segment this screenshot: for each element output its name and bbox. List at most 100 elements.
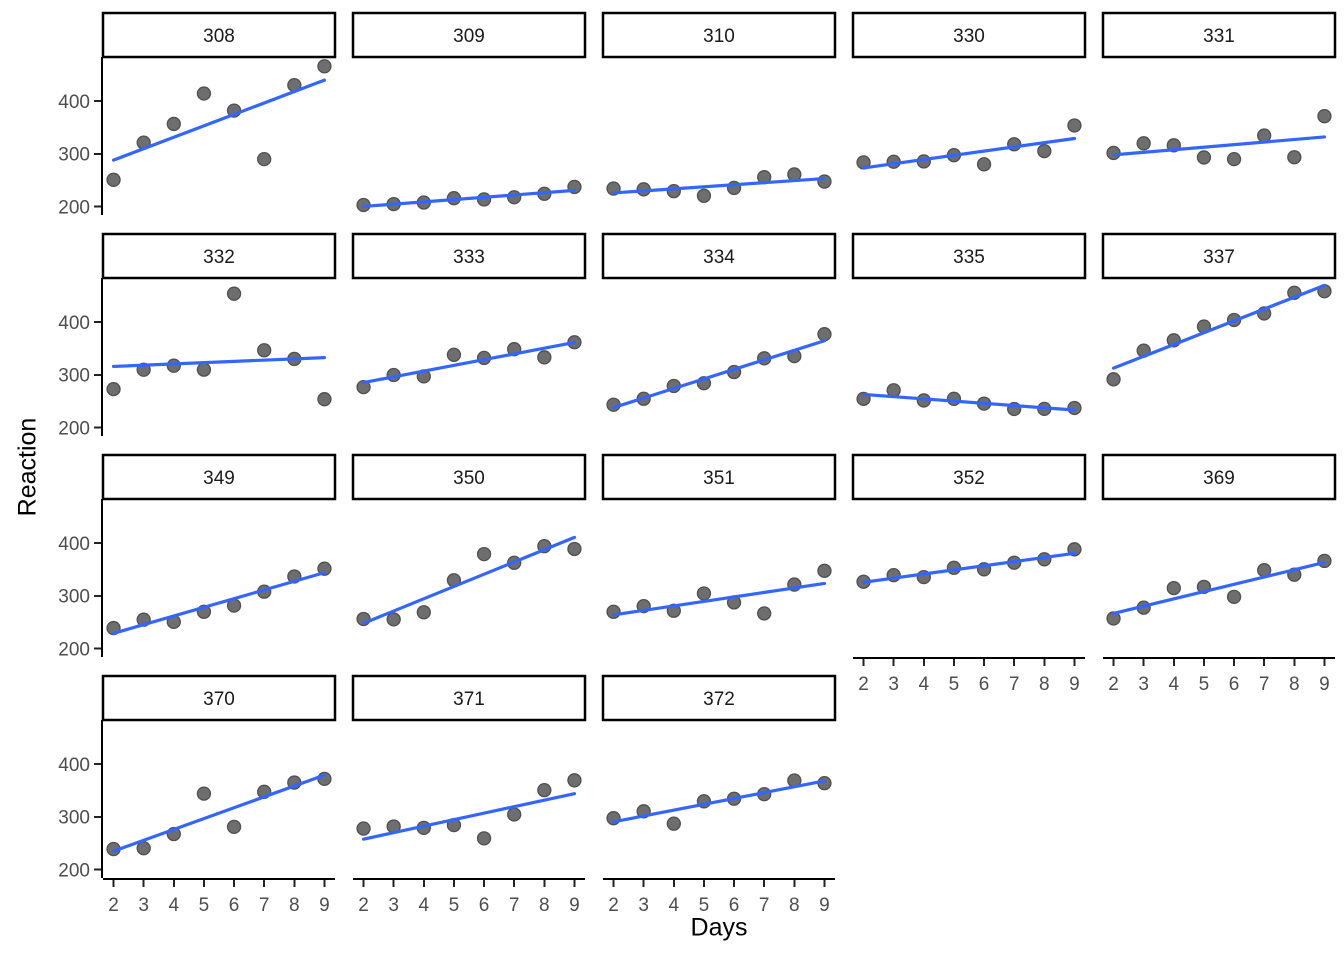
y-tick-label: 300 <box>58 366 90 387</box>
facet-strip-label: 308 <box>203 26 235 47</box>
data-point <box>136 841 151 856</box>
facet-369: 369 2 3 4 5 6 7 8 9 <box>1101 453 1337 695</box>
facet-strip-label: 351 <box>703 468 735 489</box>
facet-strip-label: 332 <box>203 247 235 268</box>
facet-strip <box>851 453 1087 501</box>
facet-332: 332 200 300 400 <box>58 232 337 439</box>
data-point <box>946 391 962 406</box>
regression-line <box>1111 283 1327 370</box>
y-tick-label: 200 <box>58 639 90 660</box>
facet-309: 309 <box>351 11 587 213</box>
x-tick-label: 9 <box>1319 674 1330 695</box>
facet-strip <box>101 232 337 280</box>
facet-352: 352 2 3 4 5 6 7 8 9 <box>851 453 1087 695</box>
data-point <box>416 605 431 620</box>
regression-line <box>611 779 827 824</box>
regression-line <box>361 340 577 385</box>
y-tick-label: 400 <box>58 534 90 555</box>
facet-349: 349 200 300 400 <box>58 453 337 660</box>
regression-line <box>861 392 1077 412</box>
data-point <box>1136 136 1151 151</box>
regression-line <box>611 339 827 410</box>
facet-strip-label: 369 <box>1203 468 1235 489</box>
x-tick-label: 2 <box>1108 674 1119 695</box>
data-point <box>976 157 992 172</box>
facet-330: 330 <box>851 11 1087 172</box>
y-tick-label: 400 <box>58 755 90 776</box>
data-point <box>317 59 332 74</box>
data-point <box>196 362 212 377</box>
x-tick-label: 3 <box>138 895 149 916</box>
facet-335: 335 <box>851 232 1087 417</box>
regression-line <box>1111 560 1327 616</box>
facet-strip-label: 335 <box>953 247 985 268</box>
data-point <box>1317 109 1332 124</box>
data-point <box>317 392 332 407</box>
regression-line <box>111 773 327 853</box>
y-tick-label: 300 <box>58 587 90 608</box>
x-tick-label: 8 <box>1039 674 1050 695</box>
x-tick-label: 5 <box>449 895 460 916</box>
data-point <box>537 783 552 798</box>
facet-strip <box>601 232 837 280</box>
facet-strip-label: 350 <box>453 468 485 489</box>
x-tick-label: 9 <box>819 895 830 916</box>
facet-334: 334 <box>601 232 837 412</box>
x-tick-label: 2 <box>608 895 619 916</box>
regression-line <box>861 136 1077 170</box>
facet-strip <box>851 11 1087 59</box>
y-tick-label: 400 <box>58 92 90 113</box>
data-point <box>1287 150 1302 165</box>
facet-372: 372 2 3 4 5 6 7 8 9 <box>601 674 837 916</box>
regression-line <box>111 356 327 369</box>
data-point <box>356 379 371 395</box>
facet-308: 308 200 300 400 <box>58 11 337 218</box>
data-point <box>567 773 582 788</box>
facet-strip <box>351 453 587 501</box>
data-point <box>476 192 492 207</box>
data-point <box>757 606 772 621</box>
facet-351: 351 <box>601 453 837 621</box>
x-tick-label: 2 <box>358 895 369 916</box>
x-tick-label: 6 <box>1229 674 1240 695</box>
regression-line <box>111 78 327 162</box>
facet-strip <box>351 11 587 59</box>
data-point <box>567 541 582 557</box>
x-tick-label: 9 <box>319 895 330 916</box>
data-point <box>226 819 242 835</box>
regression-line <box>861 551 1077 584</box>
x-tick-label: 3 <box>388 895 399 916</box>
x-tick-label: 3 <box>638 895 649 916</box>
x-tick-label: 5 <box>1199 674 1210 695</box>
data-point <box>817 563 832 578</box>
data-point <box>386 612 401 627</box>
data-point <box>257 151 272 167</box>
data-point <box>1226 151 1242 167</box>
facet-strip-label: 333 <box>453 247 485 268</box>
data-point <box>696 586 712 601</box>
data-point <box>507 807 522 822</box>
facet-350: 350 <box>351 453 587 627</box>
y-tick-label: 200 <box>58 197 90 218</box>
data-point <box>196 86 212 101</box>
regression-line <box>1111 135 1327 157</box>
facet-strip-label: 349 <box>203 468 235 489</box>
data-point <box>226 286 242 301</box>
facet-strip <box>601 453 837 501</box>
facet-strip <box>601 674 837 722</box>
x-axis-title: Days <box>690 913 748 942</box>
y-tick-label: 200 <box>58 860 90 881</box>
facet-strip <box>101 453 337 501</box>
data-point <box>257 343 272 358</box>
x-tick-label: 2 <box>108 895 119 916</box>
x-tick-label: 7 <box>509 895 520 916</box>
data-point <box>696 188 712 203</box>
facet-strip <box>101 674 337 722</box>
x-tick-label: 4 <box>419 895 430 916</box>
facet-strip-label: 372 <box>703 689 735 710</box>
facet-strip <box>1101 11 1337 59</box>
data-point <box>356 821 371 836</box>
facet-strip-label: 334 <box>703 247 735 268</box>
facet-strip <box>1101 453 1337 501</box>
regression-line <box>361 188 577 209</box>
